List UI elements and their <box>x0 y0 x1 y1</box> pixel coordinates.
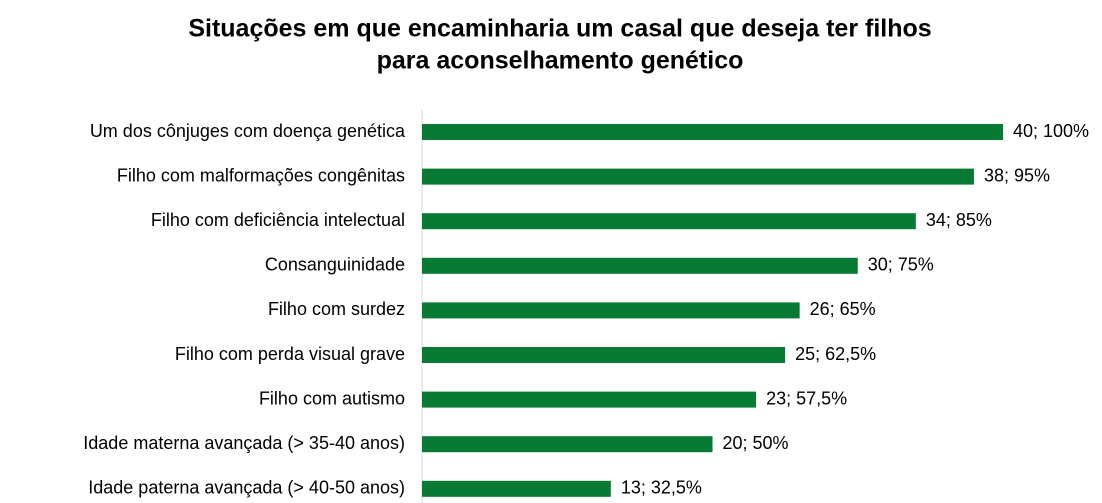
value-label: 13; 32,5% <box>621 478 702 498</box>
bar <box>422 347 786 363</box>
bar <box>422 302 800 319</box>
chart-title: para aconselhamento genético <box>377 47 744 75</box>
category-label: Filho com malformações congênitas <box>117 165 405 185</box>
category-label: Idade materna avançada (> 35-40 anos) <box>83 433 405 453</box>
bar <box>422 480 611 497</box>
bar <box>422 168 974 185</box>
value-label: 20; 50% <box>723 433 789 453</box>
value-label: 40; 100% <box>1013 121 1089 141</box>
category-label: Um dos cônjuges com doença genética <box>90 121 406 141</box>
value-label: 23; 57,5% <box>766 388 847 408</box>
value-label: 34; 85% <box>926 210 992 230</box>
bar <box>422 257 858 274</box>
bar <box>422 213 916 230</box>
value-label: 38; 95% <box>984 165 1050 185</box>
category-label: Consanguinidade <box>265 255 405 275</box>
category-label: Filho com deficiência intelectual <box>151 210 405 230</box>
category-label: Idade paterna avançada (> 40-50 anos) <box>88 478 405 498</box>
bar <box>422 124 1003 140</box>
value-label: 26; 65% <box>810 299 876 319</box>
category-label: Filho com surdez <box>268 299 405 319</box>
chart-title: Situações em que encaminharia um casal q… <box>188 15 931 43</box>
value-label: 30; 75% <box>868 255 934 275</box>
value-label: 25; 62,5% <box>795 344 876 364</box>
bar <box>422 391 757 408</box>
category-label: Filho com perda visual grave <box>175 344 405 364</box>
bar <box>422 436 713 453</box>
category-label: Filho com autismo <box>259 388 405 408</box>
